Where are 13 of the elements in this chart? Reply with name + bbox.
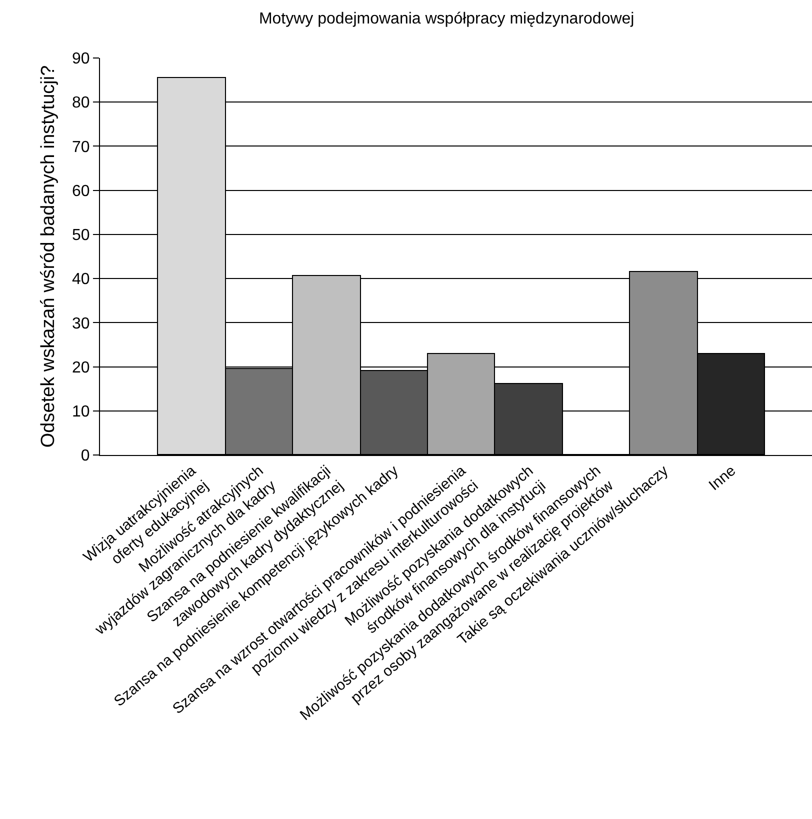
- chart-title: Motywy podejmowania współpracy międzynarodowej: [258, 10, 634, 28]
- x-tick-label: Inne: [706, 462, 740, 494]
- y-tick-label: 40: [72, 271, 90, 288]
- y-tick-label: 0: [80, 448, 90, 465]
- y-tick-label: 20: [72, 359, 90, 376]
- y-axis-title: Odsetek wskazań wśród badanych instytucji?: [38, 65, 59, 448]
- y-tick-label: 80: [72, 94, 90, 112]
- y-tick-label: 60: [72, 182, 90, 200]
- y-tick-label: 30: [72, 315, 90, 332]
- y-tick-label: 70: [72, 138, 90, 156]
- y-tick-label: 50: [72, 227, 90, 244]
- y-tick-label: 10: [72, 403, 90, 420]
- y-tick-label: 90: [72, 50, 90, 68]
